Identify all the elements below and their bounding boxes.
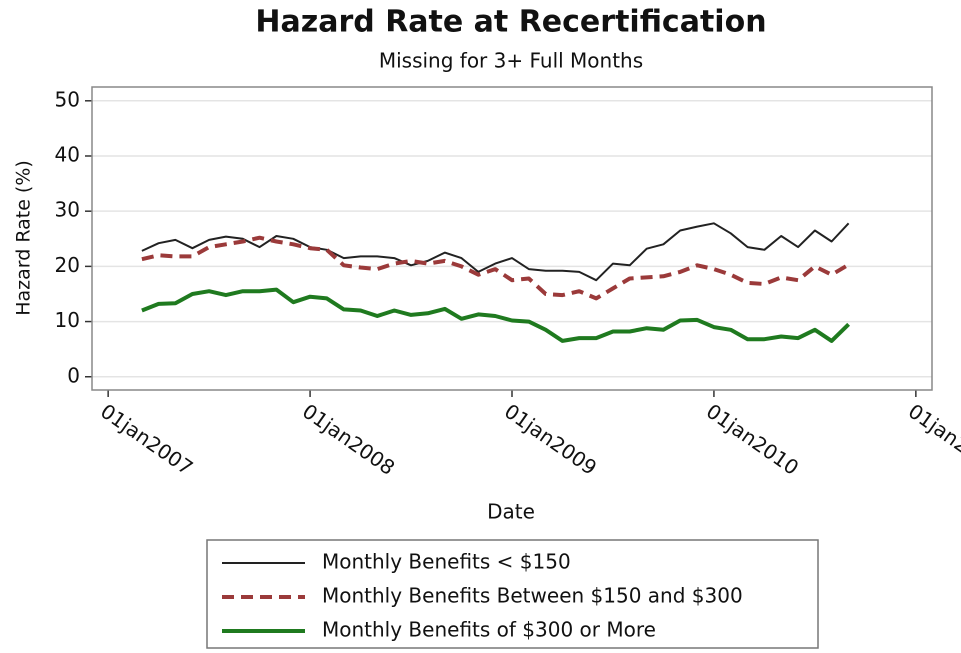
plot-border xyxy=(91,86,933,391)
legend-label: Monthly Benefits Between $150 and $300 xyxy=(322,584,743,608)
chart-subtitle: Missing for 3+ Full Months xyxy=(379,49,643,73)
y-tick-label: 30 xyxy=(55,198,80,222)
x-axis-label: Date xyxy=(487,500,535,524)
y-tick-label: 0 xyxy=(67,363,80,387)
y-tick-label: 10 xyxy=(55,308,80,332)
legend-label: Monthly Benefits < $150 xyxy=(322,550,571,574)
series-line xyxy=(141,235,850,301)
chart-title: Hazard Rate at Recertification xyxy=(255,5,766,40)
legend-box xyxy=(206,539,819,649)
legend-label: Monthly Benefits of $300 or More xyxy=(322,618,656,642)
y-axis-label: Hazard Rate (%) xyxy=(13,160,35,316)
y-tick-label: 20 xyxy=(55,253,80,277)
y-tick-label: 50 xyxy=(55,87,80,111)
series-line xyxy=(141,287,850,343)
y-tick-label: 40 xyxy=(55,142,80,166)
series-line xyxy=(141,222,850,282)
